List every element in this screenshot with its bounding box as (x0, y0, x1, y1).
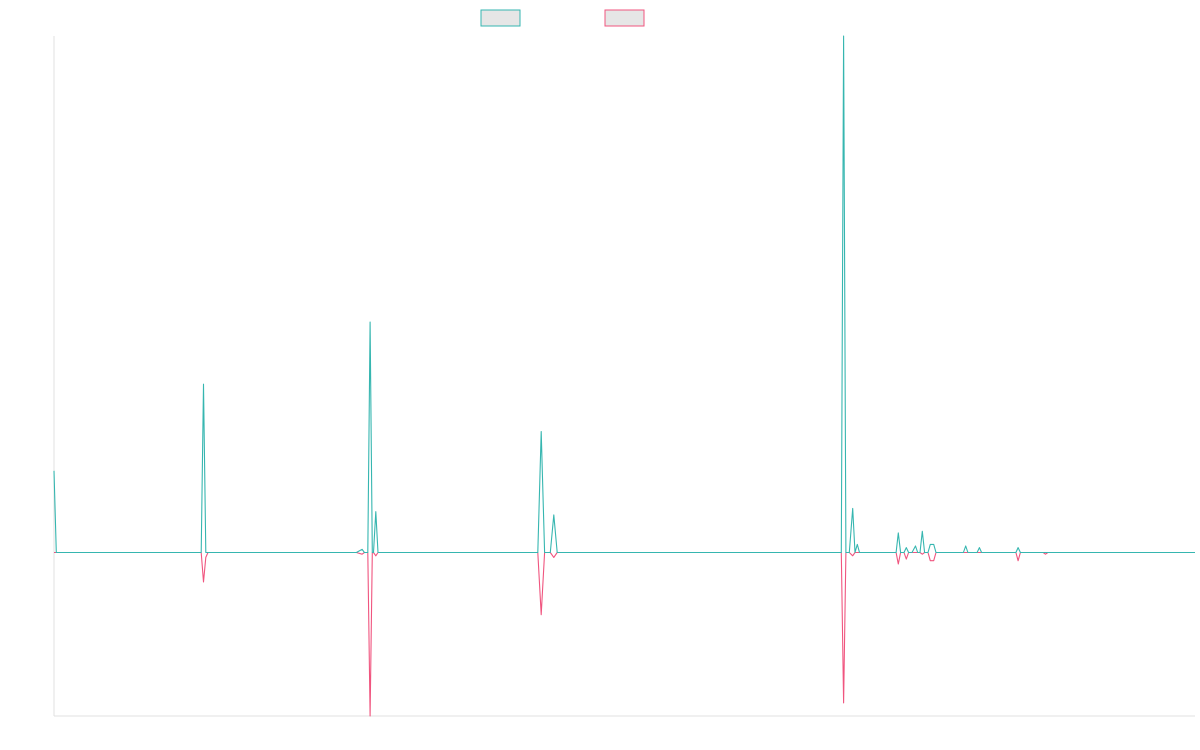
legend-swatch-2[interactable] (604, 9, 645, 27)
series-line-2 (54, 551, 1195, 717)
series-layer (53, 35, 1195, 717)
series-line-1 (53, 35, 1195, 554)
legend[interactable] (480, 9, 645, 27)
axes (53, 36, 1195, 717)
legend-swatch-1[interactable] (480, 9, 521, 27)
